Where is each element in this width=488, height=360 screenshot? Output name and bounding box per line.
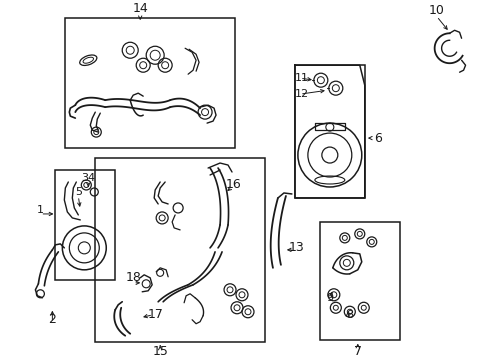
Text: 17: 17 xyxy=(147,308,163,321)
Text: 12: 12 xyxy=(294,89,308,99)
Bar xyxy=(65,18,235,148)
Text: 11: 11 xyxy=(294,73,308,83)
Bar xyxy=(95,158,264,342)
Text: 13: 13 xyxy=(288,241,304,255)
Text: 15: 15 xyxy=(152,345,168,358)
Text: 9: 9 xyxy=(325,293,333,303)
Text: 16: 16 xyxy=(225,179,242,192)
Text: 5: 5 xyxy=(75,187,81,197)
Text: 8: 8 xyxy=(346,310,353,320)
Text: 6: 6 xyxy=(373,131,381,145)
Bar xyxy=(319,222,399,340)
Text: 14: 14 xyxy=(132,2,148,15)
Bar xyxy=(294,65,364,198)
Text: 1: 1 xyxy=(37,205,44,215)
Text: 34: 34 xyxy=(81,173,95,183)
Bar xyxy=(55,170,115,280)
Text: 7: 7 xyxy=(353,345,361,358)
Text: 10: 10 xyxy=(428,4,444,17)
Text: 2: 2 xyxy=(48,313,56,326)
Text: 18: 18 xyxy=(125,271,141,284)
